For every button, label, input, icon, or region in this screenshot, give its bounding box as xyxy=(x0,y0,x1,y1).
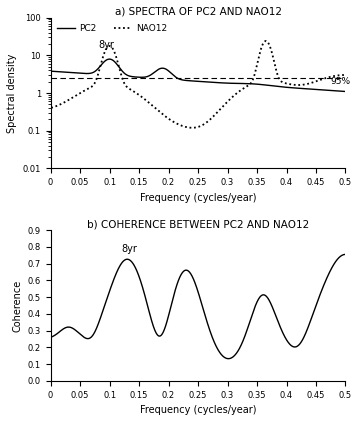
X-axis label: Frequency (cycles/year): Frequency (cycles/year) xyxy=(140,193,256,203)
PC2 xyxy=(79,71,83,76)
PC2 xyxy=(279,84,283,89)
PC2 xyxy=(107,57,112,62)
Y-axis label: Spectral density: Spectral density xyxy=(7,53,17,133)
PC2 xyxy=(49,69,53,74)
Title: a) SPECTRA OF PC2 AND NAO12: a) SPECTRA OF PC2 AND NAO12 xyxy=(115,7,281,17)
NAO12 xyxy=(251,75,256,80)
NAO12 xyxy=(49,106,53,111)
NAO12 xyxy=(168,117,172,122)
PC2 xyxy=(284,85,288,90)
NAO12 xyxy=(179,123,183,128)
Text: 8yr: 8yr xyxy=(99,40,115,50)
NAO12 xyxy=(264,38,268,43)
X-axis label: Frequency (cycles/year): Frequency (cycles/year) xyxy=(140,405,256,415)
NAO12 xyxy=(284,81,289,86)
Text: 95%: 95% xyxy=(330,77,350,86)
NAO12 xyxy=(343,73,348,78)
Title: b) COHERENCE BETWEEN PC2 AND NAO12: b) COHERENCE BETWEEN PC2 AND NAO12 xyxy=(87,219,309,229)
NAO12 xyxy=(79,90,83,95)
Line: NAO12: NAO12 xyxy=(51,41,345,128)
NAO12 xyxy=(190,125,195,130)
PC2 xyxy=(343,89,348,94)
Line: PC2: PC2 xyxy=(51,59,345,92)
Text: 8yr: 8yr xyxy=(121,243,137,254)
Legend: PC2, NAO12: PC2, NAO12 xyxy=(53,21,171,37)
PC2 xyxy=(251,81,256,87)
PC2 xyxy=(168,70,173,75)
NAO12 xyxy=(279,79,283,84)
PC2 xyxy=(179,77,183,82)
Y-axis label: Coherence: Coherence xyxy=(12,279,22,332)
